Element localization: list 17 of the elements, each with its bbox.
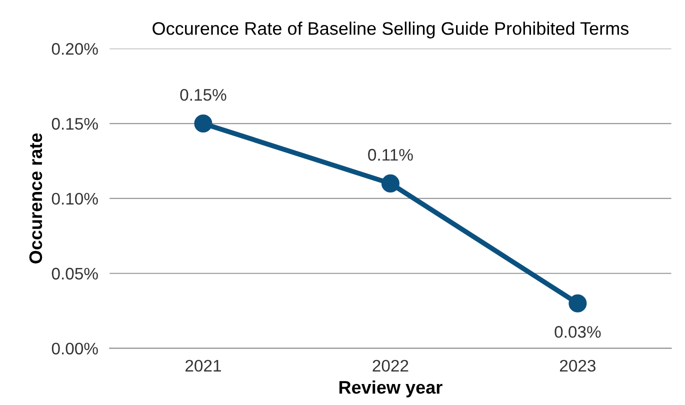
x-tick-label: 2021: [186, 360, 221, 372]
text: 0.11%: [368, 148, 413, 161]
x-tick-label: 2023: [560, 360, 596, 372]
x-axis-title: Review year: [339, 380, 442, 398]
point: [381, 174, 400, 192]
text: 0.03%: [554, 326, 601, 338]
point: [568, 294, 587, 312]
y-tick-label: 0.10%: [52, 192, 98, 205]
y-tick-label: 0.15%: [52, 118, 98, 130]
point: [194, 114, 212, 133]
y-tick-label: 0.20%: [52, 43, 98, 55]
y-tick-label: 0.00%: [52, 342, 98, 355]
chart-title: Occurence Rate of Baseline Selling Guide Prohibited Terms: [152, 22, 629, 38]
y-axis-title: Occurence rate: [29, 133, 42, 264]
y-tick-label: 0.05%: [52, 268, 98, 280]
x-tick-label: 2022: [372, 360, 408, 372]
text: 0.15%: [180, 88, 226, 101]
